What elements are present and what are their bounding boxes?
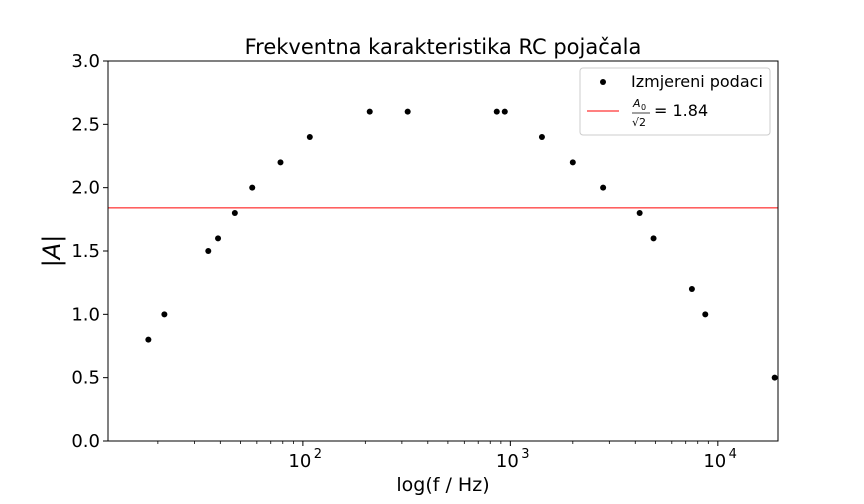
x-tick-label: 10 xyxy=(288,451,311,472)
legend-label-eq: = 1.84 xyxy=(654,101,708,120)
data-point xyxy=(493,108,500,115)
data-point xyxy=(404,108,411,115)
data-point xyxy=(249,184,256,191)
data-point xyxy=(538,134,545,140)
y-tick-label: 0.0 xyxy=(71,431,100,452)
x-tick-label-exponent: 2 xyxy=(314,447,322,462)
legend-frac-numerator: A xyxy=(632,97,641,110)
y-tick-label: 2.5 xyxy=(71,114,100,135)
data-point xyxy=(636,210,643,216)
data-point xyxy=(600,184,607,191)
legend-frac-denominator: √2 xyxy=(632,116,646,129)
x-tick-label-exponent: 3 xyxy=(521,447,529,462)
x-axis-minor-ticks xyxy=(157,441,709,444)
data-point xyxy=(569,159,576,166)
y-tick-label: 1.5 xyxy=(71,241,100,262)
data-point xyxy=(771,374,778,381)
y-axis-label: |A| xyxy=(38,235,66,268)
legend-box xyxy=(579,67,771,136)
legend-label-points: Izmjereni podaci xyxy=(631,72,763,91)
x-tick-label: 10 xyxy=(496,451,519,472)
x-tick-label: 10 xyxy=(703,451,726,472)
data-point xyxy=(366,108,373,115)
x-axis-ticks: 10 2 10 3 10 4 xyxy=(288,441,737,472)
data-points xyxy=(145,108,778,381)
data-point xyxy=(277,159,284,166)
data-point xyxy=(215,235,222,242)
y-tick-label: 0.5 xyxy=(71,368,100,389)
chart-title: Frekventna karakteristika RC pojačala xyxy=(245,35,642,59)
data-point xyxy=(688,286,695,292)
data-point xyxy=(306,134,313,140)
y-axis-ticks: 0.0 0.5 1.0 1.5 2.0 2.5 3.0 xyxy=(71,51,108,452)
legend-marker-points xyxy=(600,79,606,85)
legend-label-line: A 0 √2 = 1.84 xyxy=(632,97,708,129)
legend: Izmjereni podaci A 0 √2 = 1.84 xyxy=(579,67,771,136)
data-point xyxy=(161,311,168,318)
y-tick-label: 1.0 xyxy=(71,304,100,325)
data-point xyxy=(702,311,709,318)
x-tick-label-exponent: 4 xyxy=(729,447,737,462)
y-tick-label: 2.0 xyxy=(71,178,100,199)
data-point xyxy=(650,235,657,242)
data-point xyxy=(145,336,152,343)
data-point xyxy=(205,248,212,254)
legend-frac-numerator-sub: 0 xyxy=(641,103,646,112)
y-tick-label: 3.0 xyxy=(71,51,100,72)
data-point xyxy=(231,210,238,216)
x-axis-label: log(f / Hz) xyxy=(396,474,489,496)
data-point xyxy=(501,108,508,115)
